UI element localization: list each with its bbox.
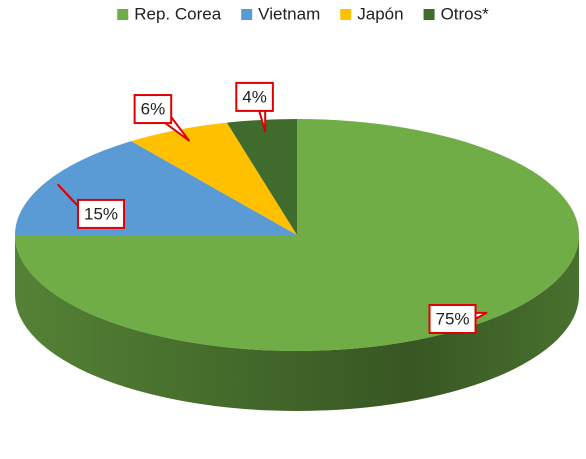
legend-label: Rep. Corea: [134, 4, 221, 23]
legend-label: Japón: [357, 4, 403, 23]
data-label: 6%: [141, 100, 166, 119]
legend-swatch: [117, 9, 129, 20]
legend-swatch: [423, 9, 435, 20]
label-pointer: [57, 183, 79, 207]
legend: Rep. Corea Vietnam Japón Otros*: [117, 4, 489, 23]
legend-swatch: [241, 9, 253, 20]
data-label: 15%: [84, 204, 118, 223]
pie-slice: [131, 122, 297, 235]
label-box: [76, 198, 126, 229]
data-label: 75%: [436, 309, 470, 328]
label-box: [133, 94, 173, 125]
legend-label: Otros*: [441, 4, 490, 23]
data-label: 4%: [242, 87, 267, 106]
label-box: [235, 81, 274, 112]
legend-swatch: [340, 9, 352, 20]
pie-slice: [226, 119, 297, 235]
label-box: [428, 303, 477, 334]
pie-side-shade: [15, 235, 579, 411]
legend-label: Vietnam: [258, 4, 320, 23]
